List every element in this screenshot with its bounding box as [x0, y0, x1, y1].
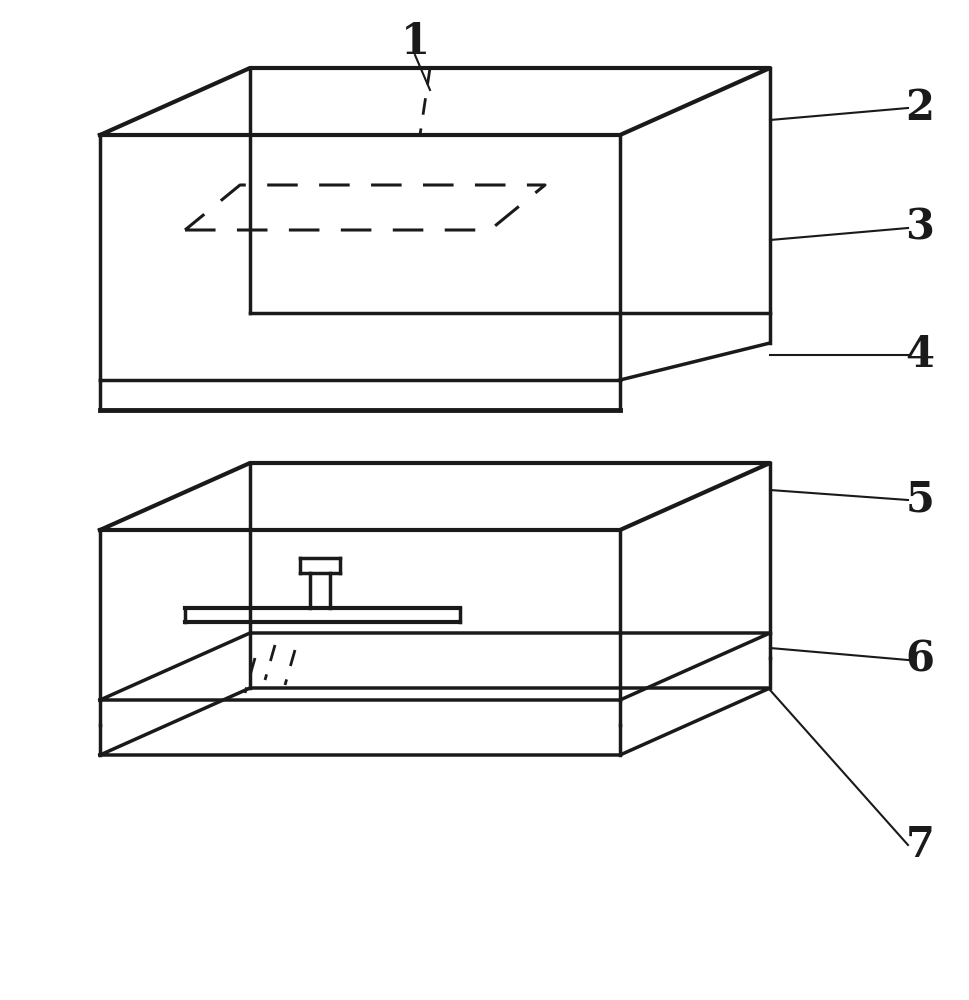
- Text: 1: 1: [400, 21, 429, 63]
- Text: 2: 2: [905, 87, 934, 129]
- Text: 6: 6: [905, 639, 934, 681]
- Text: 4: 4: [905, 334, 934, 376]
- Text: 7: 7: [906, 824, 934, 866]
- Text: 3: 3: [906, 207, 934, 249]
- Text: 5: 5: [906, 479, 934, 521]
